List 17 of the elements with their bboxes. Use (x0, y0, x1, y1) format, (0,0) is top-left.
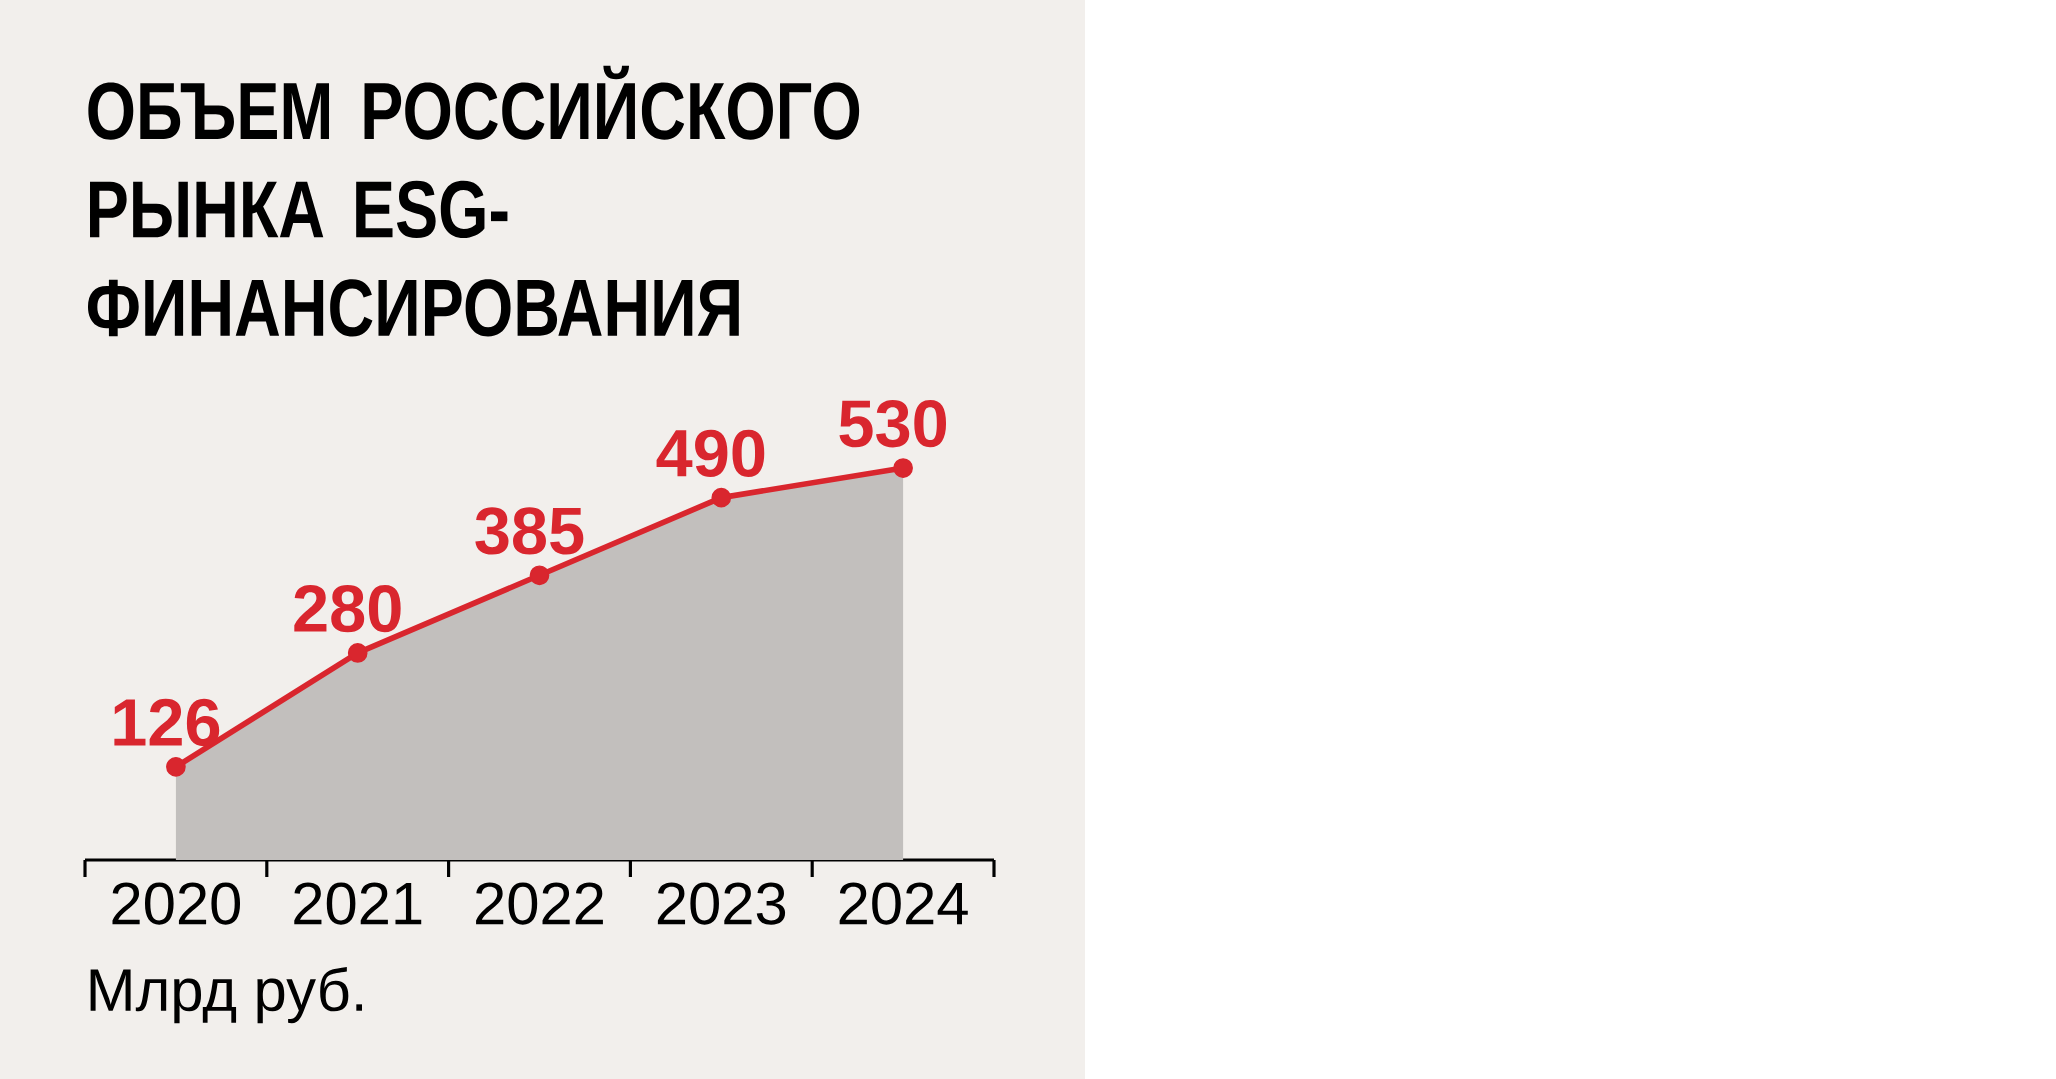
point (893, 458, 913, 478)
data-label: 385 (475, 507, 584, 555)
point (529, 565, 550, 586)
data-label: 530 (839, 399, 947, 448)
data-label: 280 (294, 584, 401, 633)
data-label: 126 (114, 698, 220, 747)
x-tick-label: 2024 (839, 882, 968, 925)
x-tick-label: 2020 (112, 882, 241, 925)
x-tick-label: 2023 (657, 882, 786, 925)
x-tick-label: 2022 (476, 882, 603, 925)
point (166, 756, 186, 777)
point (347, 643, 368, 663)
point (711, 487, 732, 508)
chart-title: ОБЪЕМ РОССИЙСКОГО РЫНКА ESG-ФИНАНСИРОВАНИЯ (87, 65, 860, 337)
data-label: 490 (656, 429, 765, 477)
x-tick-label: 2021 (294, 882, 422, 925)
text: Млрд руб. (90, 966, 363, 1024)
